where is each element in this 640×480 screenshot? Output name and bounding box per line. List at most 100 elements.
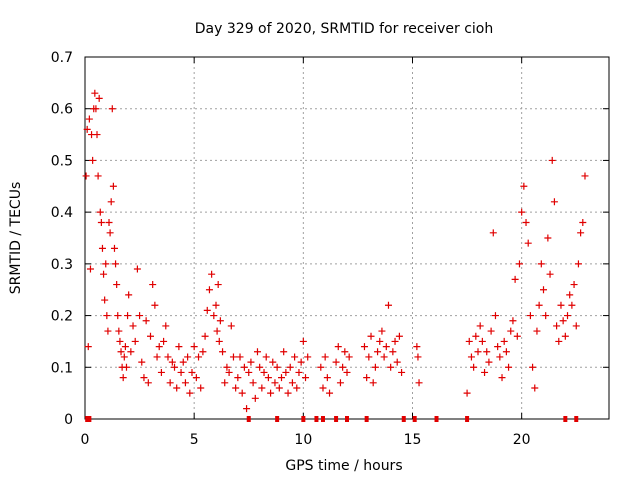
data-point bbox=[524, 239, 532, 247]
data-point bbox=[378, 327, 386, 335]
data-point bbox=[391, 337, 399, 345]
data-point bbox=[201, 332, 209, 340]
data-point bbox=[100, 270, 108, 278]
data-point bbox=[106, 229, 114, 237]
data-point bbox=[550, 198, 558, 206]
data-point bbox=[109, 182, 117, 190]
data-point bbox=[502, 348, 510, 356]
y-tick-label: 0.7 bbox=[51, 50, 73, 66]
data-point bbox=[264, 374, 272, 382]
data-point bbox=[127, 348, 135, 356]
data-point bbox=[546, 270, 554, 278]
data-point bbox=[382, 343, 390, 351]
data-point bbox=[487, 327, 495, 335]
data-point bbox=[203, 306, 211, 314]
data-point bbox=[113, 281, 121, 289]
data-point bbox=[120, 353, 128, 361]
data-point bbox=[529, 363, 537, 371]
data-point bbox=[188, 368, 196, 376]
data-point bbox=[89, 156, 97, 164]
data-point bbox=[291, 353, 299, 361]
data-point bbox=[295, 368, 303, 376]
data-point bbox=[317, 363, 325, 371]
data-point bbox=[518, 208, 526, 216]
data-point bbox=[245, 368, 253, 376]
data-point bbox=[463, 389, 471, 397]
data-point bbox=[511, 275, 519, 283]
data-point bbox=[85, 115, 93, 123]
data-point bbox=[526, 312, 534, 320]
data-point bbox=[334, 343, 342, 351]
data-point bbox=[213, 327, 221, 335]
y-ticks: 0 0.1 0.2 0.3 0.4 0.5 0.6 0.7 bbox=[51, 50, 609, 428]
data-point bbox=[415, 379, 423, 387]
data-point bbox=[86, 265, 94, 273]
zero-marker bbox=[246, 416, 251, 422]
data-point bbox=[147, 332, 154, 340]
data-point bbox=[251, 394, 259, 402]
data-point bbox=[168, 358, 176, 366]
data-point bbox=[166, 379, 174, 387]
data-point bbox=[319, 384, 327, 392]
data-point bbox=[122, 363, 130, 371]
data-point bbox=[157, 368, 165, 376]
x-tick-label: 15 bbox=[404, 432, 422, 448]
data-point bbox=[140, 374, 148, 382]
data-point bbox=[465, 337, 473, 345]
data-point bbox=[138, 358, 146, 366]
data-point bbox=[160, 337, 168, 345]
data-point bbox=[98, 244, 106, 252]
data-point bbox=[253, 348, 261, 356]
data-point bbox=[537, 260, 545, 268]
data-point bbox=[559, 317, 567, 325]
data-point bbox=[82, 172, 90, 180]
data-point bbox=[542, 312, 550, 320]
data-point bbox=[269, 358, 277, 366]
data-point bbox=[509, 317, 517, 325]
data-point bbox=[125, 291, 133, 299]
y-tick-label: 0.2 bbox=[51, 309, 73, 325]
x-tick-label: 20 bbox=[513, 432, 531, 448]
zero-marker bbox=[434, 416, 439, 422]
data-point bbox=[566, 291, 574, 299]
data-point bbox=[282, 368, 290, 376]
data-point bbox=[579, 218, 587, 226]
data-point bbox=[498, 374, 506, 382]
data-point bbox=[155, 343, 163, 351]
data-point bbox=[494, 343, 502, 351]
data-point bbox=[345, 353, 353, 361]
y-tick-label: 0 bbox=[64, 412, 73, 428]
data-point bbox=[225, 368, 233, 376]
data-point bbox=[184, 353, 192, 361]
data-point bbox=[376, 337, 384, 345]
x-axis-label: GPS time / hours bbox=[285, 458, 402, 474]
data-point bbox=[299, 337, 307, 345]
data-point bbox=[112, 260, 120, 268]
data-point bbox=[470, 363, 478, 371]
data-point bbox=[505, 363, 513, 371]
zero-marker bbox=[345, 416, 349, 422]
data-point bbox=[365, 353, 373, 361]
zero-marker bbox=[563, 416, 568, 422]
data-point bbox=[210, 312, 218, 320]
data-point bbox=[332, 358, 340, 366]
data-point bbox=[553, 322, 561, 330]
data-point bbox=[177, 368, 185, 376]
data-point bbox=[94, 172, 102, 180]
data-point bbox=[124, 312, 132, 320]
data-point bbox=[500, 337, 508, 345]
data-point bbox=[229, 353, 237, 361]
data-point bbox=[129, 322, 137, 330]
grid bbox=[85, 57, 609, 419]
data-point bbox=[481, 368, 489, 376]
data-point bbox=[101, 296, 109, 304]
data-point bbox=[93, 131, 101, 139]
data-point bbox=[336, 379, 344, 387]
data-point bbox=[199, 348, 207, 356]
data-point bbox=[572, 322, 580, 330]
data-point bbox=[564, 312, 572, 320]
data-point bbox=[507, 327, 515, 335]
data-point bbox=[485, 358, 493, 366]
data-point bbox=[496, 353, 504, 361]
